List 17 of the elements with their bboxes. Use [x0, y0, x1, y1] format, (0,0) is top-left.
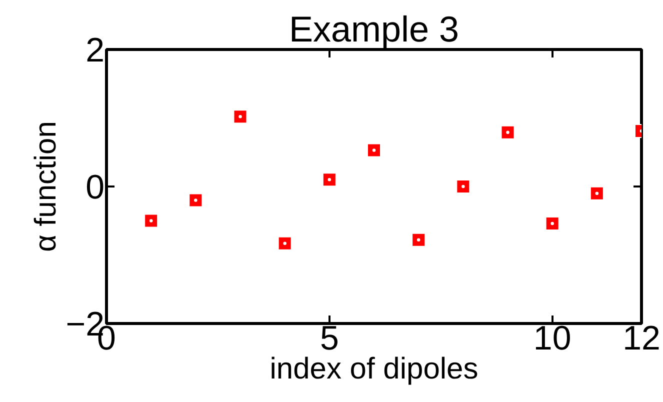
- y-tick-label: 0: [86, 168, 105, 206]
- point: [590, 186, 604, 200]
- point: [278, 236, 292, 250]
- chart-title: Example 3: [288, 8, 460, 50]
- point: [233, 110, 248, 124]
- x-tick-label: 12: [622, 320, 660, 358]
- y-tick-label: 2: [86, 32, 105, 70]
- point: [545, 216, 560, 230]
- point: [412, 232, 426, 247]
- point: [456, 180, 470, 194]
- point: [500, 125, 515, 140]
- point: [367, 143, 381, 158]
- y-axis-title: α function: [30, 121, 63, 252]
- point: [322, 172, 336, 187]
- x-tick-label: 10: [533, 320, 572, 358]
- point: [144, 214, 158, 228]
- point: [188, 193, 203, 208]
